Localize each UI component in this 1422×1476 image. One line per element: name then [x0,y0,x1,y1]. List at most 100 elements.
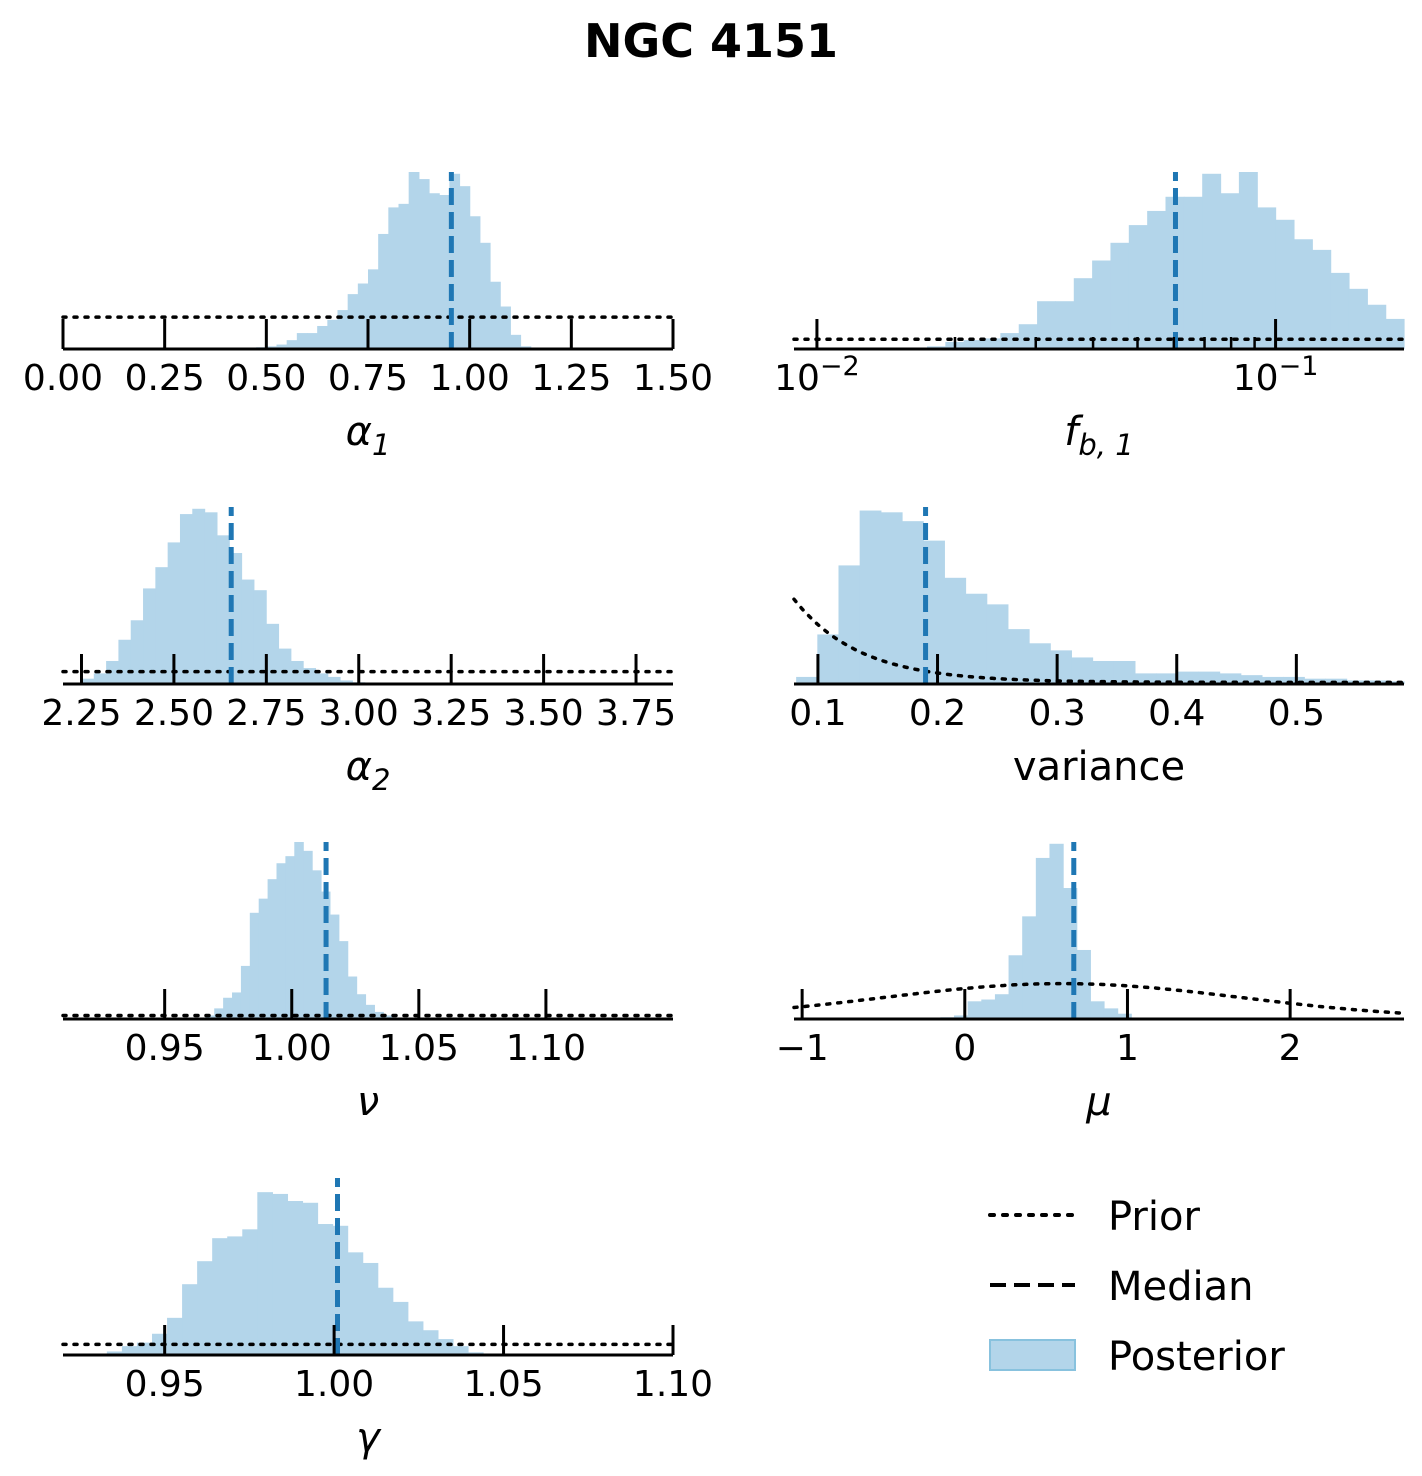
histogram-bar [253,590,267,684]
histogram-bar [276,863,286,1019]
tick-label: 1.05 [463,1364,543,1405]
histogram-bar [1293,239,1313,349]
histogram-bar [329,914,340,1019]
posterior-histogram [235,172,542,349]
histogram-bar [422,1330,439,1355]
histogram-bar [227,1236,243,1355]
histogram-bar [216,535,230,684]
histogram-bar [337,310,349,349]
axis-label: α2 [346,744,391,797]
axis-label: fb, 1 [1064,409,1133,462]
histogram-bar [500,306,511,349]
histogram-bar [437,1339,454,1355]
histogram-bar [880,512,903,684]
histogram-bar [106,1351,123,1355]
histogram-bar [368,269,379,349]
histogram-bar [1037,301,1057,349]
histogram-bar [1304,678,1327,684]
histogram-bar [296,333,308,349]
histogram-bar [312,870,322,1019]
panel-nu: 0.95 1.00 1.05 1.10 ν [61,842,675,1125]
histogram-bar [902,521,924,684]
histogram-bar [272,1193,289,1355]
histogram-bar [439,195,450,349]
histogram-bar [388,207,400,349]
histogram-bar [327,319,339,349]
histogram-bar [954,1015,969,1019]
histogram-bar [1348,288,1368,349]
histogram-bar [258,898,269,1019]
histogram-bar [143,588,156,684]
histogram-bar [241,579,255,684]
tick-label: 1.50 [633,358,713,399]
histogram-bar [338,941,349,1019]
tick-label: 0 [953,1028,976,1069]
histogram-bar [106,660,120,684]
tick-label: 3.75 [596,693,676,734]
tick-label: 3.00 [319,693,399,734]
histogram-bar [378,233,389,349]
histogram-bar [1147,210,1167,349]
histogram-bar [197,1261,213,1355]
histogram-bar [923,540,945,684]
histogram-bar [1103,1008,1119,1019]
histogram-bar [286,340,298,349]
histogram-bar [1134,673,1157,684]
histogram-bar [232,992,242,1019]
tick-label: −1 [776,1028,829,1069]
histogram-bar [365,1004,375,1019]
tick-label: 0.1 [789,693,846,734]
histogram-bar [994,994,1010,1019]
histogram-bar [1073,278,1093,349]
histogram-bar [967,1001,982,1019]
tick-label: 2.75 [226,693,306,734]
histogram-bar [303,850,313,1019]
histogram-bar [315,673,329,684]
histogram-bar [459,186,471,349]
legend-median-label: Median [1108,1264,1254,1310]
tick-label: 0.95 [125,1364,205,1405]
tick-label: 2.25 [41,693,121,734]
histogram-bar [155,567,169,684]
histogram-bar [377,1287,394,1355]
histogram-bar [383,1015,393,1019]
histogram-bar [223,997,233,1019]
histogram-bar [317,1224,334,1355]
histogram-bar [267,879,278,1019]
tick-label: 1.05 [379,1028,459,1069]
histogram-bar [1385,318,1405,349]
panel-alpha2: 2.25 2.50 2.75 3.00 3.25 3.50 3.75 α2 [41,507,676,797]
histogram-bar [167,542,181,684]
prior-line [792,597,1406,685]
tick-label: 3.50 [504,693,584,734]
histogram-bar [1076,949,1091,1019]
histogram-bar [1090,1001,1105,1019]
histogram-bar [1330,272,1350,349]
posterior-histogram [91,1192,499,1355]
histogram-bar [982,338,1001,349]
histogram-bar [392,1301,409,1355]
histogram-bar [796,676,818,684]
histogram-bar [240,965,251,1019]
histogram-bar [130,620,144,684]
histogram-bar [347,976,358,1019]
histogram-bar [93,673,107,684]
histogram-bar [965,593,988,684]
tick-label: 1.00 [430,358,510,399]
histogram-bar [276,344,288,349]
histogram-bar [1050,650,1072,684]
histogram-bar [179,514,193,684]
histogram-bar [214,1008,224,1019]
histogram-bar [1022,916,1037,1019]
histogram-bar [266,623,280,684]
legend: Prior Median Posterior [988,1194,1285,1380]
histogram-bar [1128,225,1148,349]
histogram-bar [490,281,501,349]
tick-label: 1.00 [252,1028,332,1069]
histogram-bar [1113,660,1136,684]
histogram-bar [1008,955,1023,1019]
histogram-bar [418,179,430,349]
histogram-bar [963,340,983,349]
histogram-bar [317,325,328,349]
histogram-bar [285,856,295,1019]
